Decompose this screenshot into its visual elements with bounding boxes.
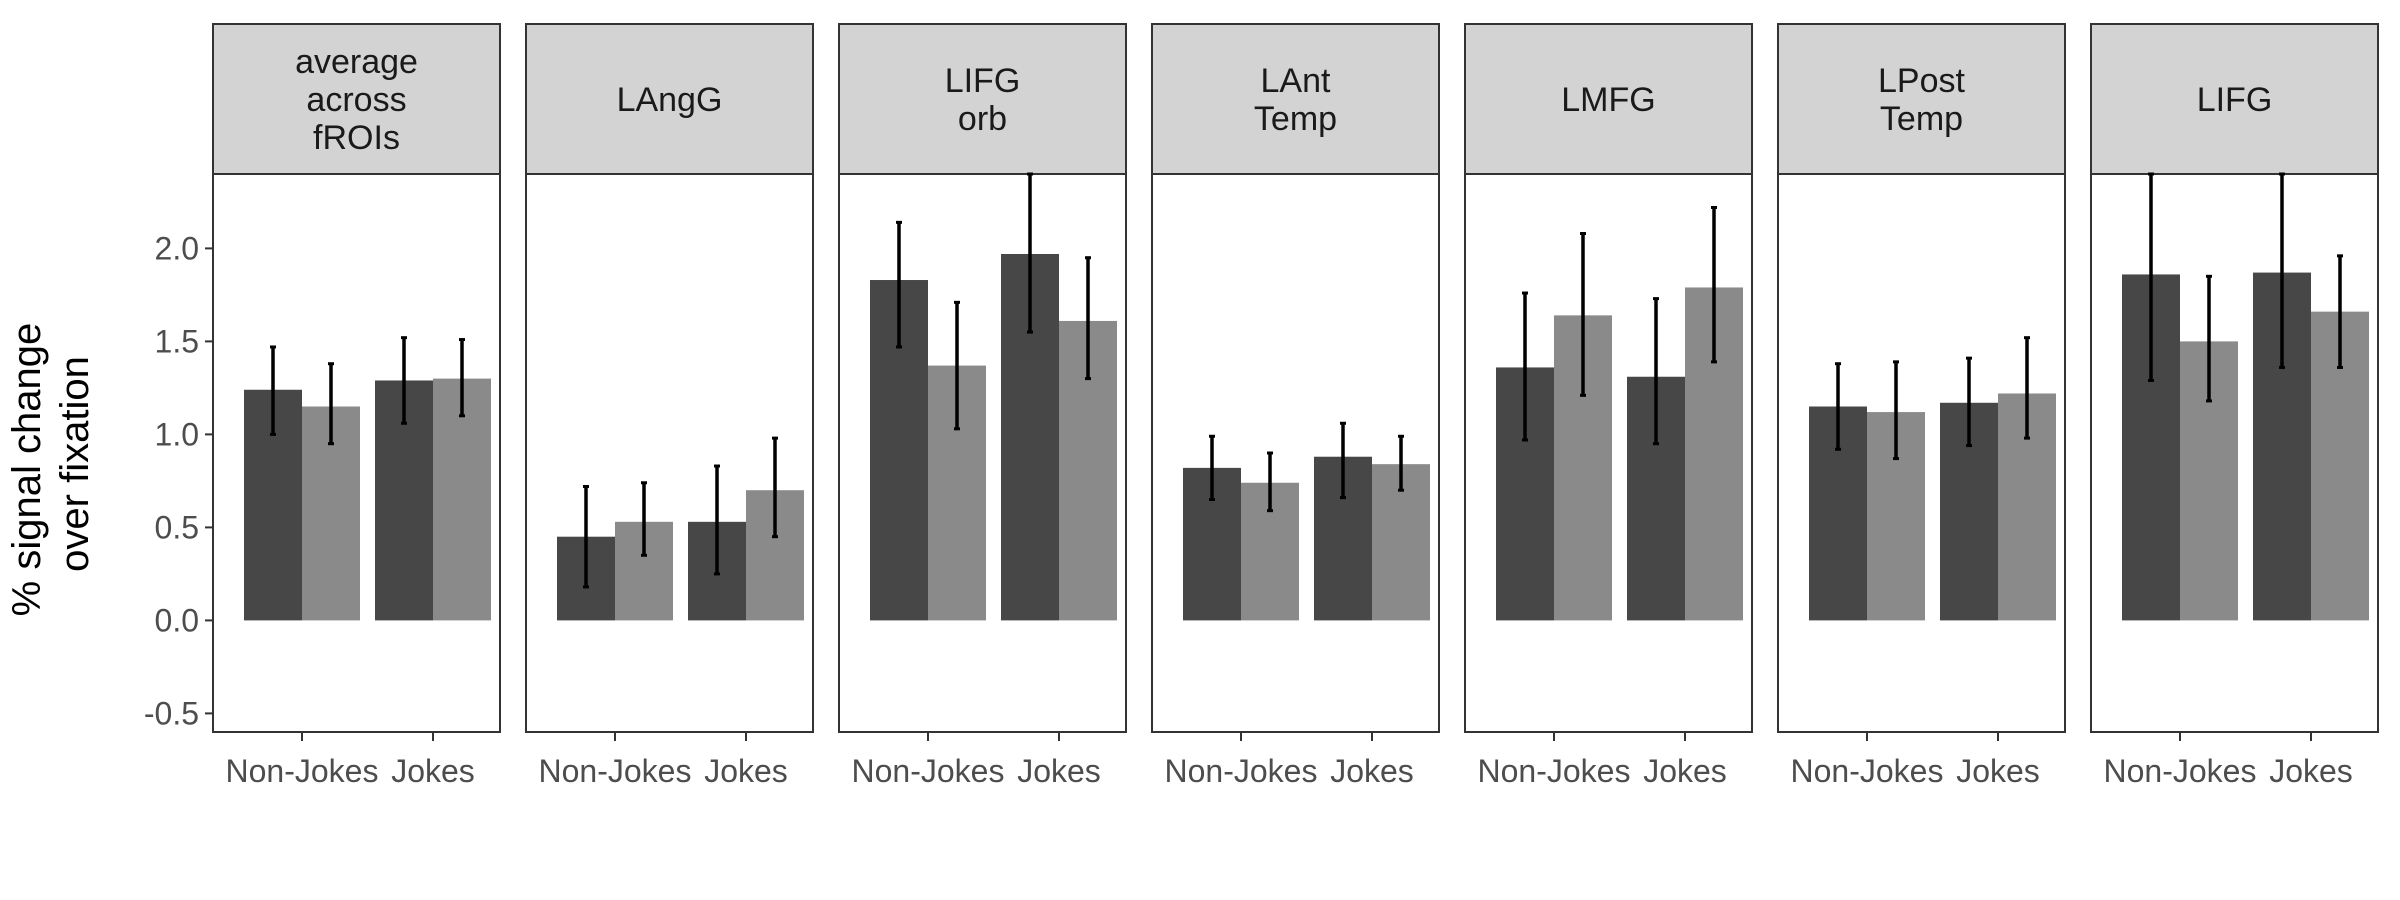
x-tick-label: Non-Jokes — [852, 753, 1005, 789]
y-tick-label: 0.0 — [155, 602, 199, 638]
x-tick-label: Jokes — [1017, 753, 1101, 789]
facet-title-line: LAnt — [1261, 62, 1331, 100]
facet-title-line: Temp — [1880, 100, 1963, 138]
facet-plot-area — [525, 173, 814, 733]
x-tick-label: Non-Jokes — [1791, 753, 1944, 789]
y-axis-label-line-1: % signal change — [5, 323, 49, 617]
x-tick-label: Non-Jokes — [1165, 753, 1318, 789]
x-tick-label: Jokes — [2269, 753, 2353, 789]
facet-panel: LMFG Non-Jokes Jokes — [1464, 23, 1753, 789]
facet-title-line: fROIs — [313, 119, 400, 157]
x-tick-label: Jokes — [704, 753, 788, 789]
facet-strip — [1464, 23, 1753, 175]
x-tick-label: Jokes — [1643, 753, 1727, 789]
y-tick-label: 2.0 — [155, 230, 199, 266]
facet-title-line: average — [295, 43, 418, 81]
facet-strip — [1777, 23, 2066, 175]
facet-title-line: LAngG — [617, 81, 723, 119]
facet-title-line: LPost — [1878, 62, 1965, 100]
facet-strip — [838, 23, 1127, 175]
y-tick-label: -0.5 — [144, 695, 199, 731]
y-tick-label: 0.5 — [155, 509, 199, 545]
facet-title-line: LIFG — [2197, 81, 2273, 119]
y-tick-label: 1.0 — [155, 416, 199, 452]
x-tick-label: Non-Jokes — [539, 753, 692, 789]
x-tick-label: Jokes — [1956, 753, 2040, 789]
y-tick-label: 1.5 — [155, 323, 199, 359]
x-tick-label: Jokes — [1330, 753, 1414, 789]
facet-title-line: across — [306, 81, 406, 119]
facet-panel: LAngG Non-Jokes Jokes — [525, 23, 814, 789]
facet-title-line: orb — [958, 100, 1007, 138]
y-axis-label: % signal change over fixation — [5, 312, 97, 617]
facet-panel: LIFG Non-Jokes Jokes — [2090, 23, 2379, 789]
x-tick-label: Non-Jokes — [226, 753, 379, 789]
y-axis-label-line-2: over fixation — [53, 356, 97, 572]
facet-plot-area — [1151, 173, 1440, 733]
facet-strip — [1151, 23, 1440, 175]
x-tick-label: Jokes — [391, 753, 475, 789]
y-axis: -0.5 0.0 0.5 1.0 1.5 2.0 — [144, 230, 213, 731]
facet-strip — [2090, 23, 2379, 175]
x-tick-label: Non-Jokes — [2104, 753, 2257, 789]
facet-title-line: LMFG — [1561, 81, 1655, 119]
facet-title-line: LIFG — [945, 62, 1021, 100]
x-tick-label: Non-Jokes — [1478, 753, 1631, 789]
facet-title-line: Temp — [1254, 100, 1337, 138]
bar-light — [433, 378, 491, 621]
